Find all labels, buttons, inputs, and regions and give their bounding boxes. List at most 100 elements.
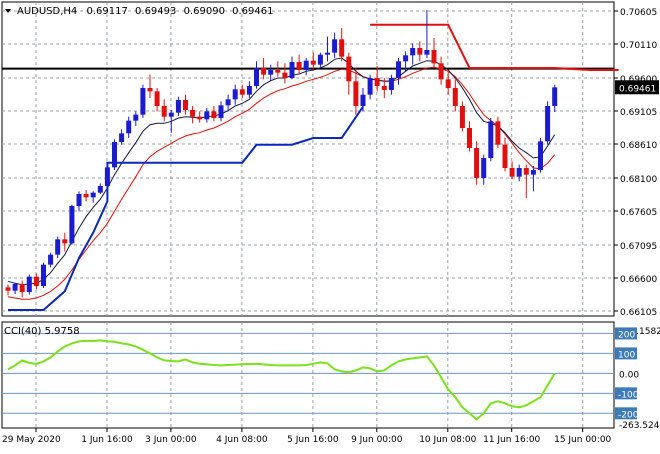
time-tick-label: 4 Jun 08:00 — [216, 435, 268, 445]
candle-body — [417, 48, 423, 55]
candle-body — [190, 110, 196, 117]
trailing-stop-red-line — [370, 23, 619, 71]
open-value: 0.69117 — [86, 6, 127, 17]
candle-body — [225, 99, 231, 106]
candle-body — [175, 100, 181, 113]
price-tick-label: 0.67095 — [620, 242, 657, 252]
grid — [1, 1, 615, 429]
candle-body — [509, 168, 515, 177]
cci-min-label: -263.524 — [619, 421, 660, 431]
price-tick-label: 0.67605 — [620, 208, 657, 218]
candle-body — [33, 276, 39, 286]
cci-level-label: -200 — [618, 410, 639, 420]
candle-body — [268, 70, 274, 75]
candle-body — [289, 62, 295, 78]
candle-body — [545, 106, 551, 142]
candle-body — [112, 142, 117, 168]
price-tick-label: 0.70605 — [620, 8, 657, 18]
price-tick-label: 0.66600 — [620, 275, 657, 285]
dropdown-arrow-icon[interactable] — [5, 9, 11, 13]
cci-level-label: 0.00 — [619, 370, 639, 380]
svg-text:AUDUSD,H4 0.69117: AUDUSD,H4 0.69117 0.69493 0.69090 0.6946… — [17, 6, 273, 17]
time-tick-label: 5 Jun 16:00 — [287, 435, 339, 445]
price-tick-label: 0.68100 — [620, 175, 657, 185]
time-tick-label: 10 Jun 08:00 — [419, 435, 476, 445]
candle-body — [467, 128, 472, 148]
candle-body — [431, 50, 437, 64]
candle-body — [275, 70, 281, 73]
cci-panel-frame — [1, 321, 615, 429]
candle-body — [168, 112, 174, 117]
candle-body — [488, 121, 494, 158]
candle-body — [523, 168, 529, 175]
candle-body — [367, 78, 373, 95]
candle-body — [339, 39, 345, 57]
low-value: 0.69090 — [184, 6, 225, 17]
candle-body — [452, 88, 458, 106]
price-tick-label: 0.69600 — [620, 75, 657, 85]
time-tick-label: 15 Jun 00:00 — [554, 435, 611, 445]
cci-line — [7, 339, 556, 421]
candle-body — [119, 133, 125, 142]
price-tick-label: 0.66105 — [620, 308, 657, 318]
time-tick-label: 1 Jun 16:00 — [81, 435, 133, 445]
candle-body — [5, 287, 11, 291]
candle-body — [69, 206, 75, 244]
candle-body — [538, 141, 543, 170]
candle-body — [232, 89, 238, 100]
candle-body — [12, 284, 18, 291]
cci-level-label: 100 — [618, 350, 635, 360]
candle-body — [26, 276, 32, 292]
price-tick-label: 0.69105 — [620, 108, 657, 118]
candle-body — [19, 284, 25, 292]
candle-body — [530, 170, 536, 175]
cci-label: CCI(40) 5.9758 — [4, 326, 80, 337]
candle-body — [90, 192, 96, 198]
candle-body — [48, 254, 54, 265]
time-tick-label: 11 Jun 16:00 — [483, 435, 540, 445]
candle-body — [459, 106, 465, 128]
price-tick-label: 0.68610 — [620, 141, 657, 151]
candle-body — [76, 194, 82, 206]
candle-body — [282, 72, 288, 78]
candle-body — [374, 78, 380, 86]
current-price-badge — [615, 80, 659, 95]
candle-body — [161, 106, 167, 117]
candle-body — [204, 111, 210, 120]
candle-body — [104, 167, 110, 186]
close-value: 0.69461 — [232, 6, 273, 17]
candle-body — [495, 121, 501, 145]
current-price-label: 0.69461 — [619, 84, 656, 94]
cci-level-label: -100 — [618, 390, 639, 400]
candle-body — [55, 239, 61, 255]
candle-body — [197, 116, 203, 120]
candle-body — [403, 55, 409, 62]
candle-body — [296, 62, 302, 70]
candle-body — [346, 56, 352, 82]
time-tick-label: 9 Jun 00:00 — [351, 435, 403, 445]
candle-body — [424, 50, 430, 55]
price-panel-frame — [1, 1, 615, 317]
candle-body — [83, 194, 89, 198]
candle-body — [474, 148, 480, 178]
candle-body — [303, 60, 309, 70]
candle-body — [261, 68, 267, 75]
candle-body — [360, 94, 366, 106]
candle-body — [317, 54, 323, 65]
candle-body — [254, 68, 259, 86]
candle-body — [332, 39, 338, 53]
cci-level-label: 200 — [618, 330, 635, 340]
candle-body — [97, 186, 103, 193]
price-series — [2, 10, 619, 311]
candle-body — [481, 158, 487, 178]
time-tick-label: 29 May 2020 — [2, 435, 61, 445]
price-tick-label: 0.70110 — [620, 41, 657, 51]
candle-body — [353, 81, 359, 106]
candle-body — [140, 88, 146, 115]
candle-body — [438, 63, 444, 80]
candle-body — [239, 89, 245, 95]
time-tick-label: 3 Jun 00:00 — [145, 435, 197, 445]
